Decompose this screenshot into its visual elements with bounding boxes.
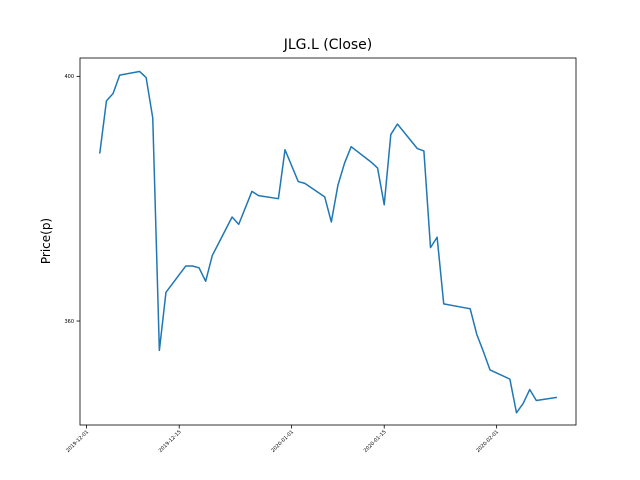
series-line <box>99 70 558 414</box>
y-tick-label: 400 <box>64 74 74 80</box>
y-tick-label: 360 <box>64 319 74 325</box>
y-ticks: 360 400 <box>64 74 80 325</box>
plot-area <box>80 58 576 425</box>
chart-title: JLG.L (Close) <box>283 37 373 53</box>
y-axis-label: Price(p) <box>39 218 53 264</box>
series-layer <box>99 70 558 414</box>
plot-frame <box>79 57 577 426</box>
